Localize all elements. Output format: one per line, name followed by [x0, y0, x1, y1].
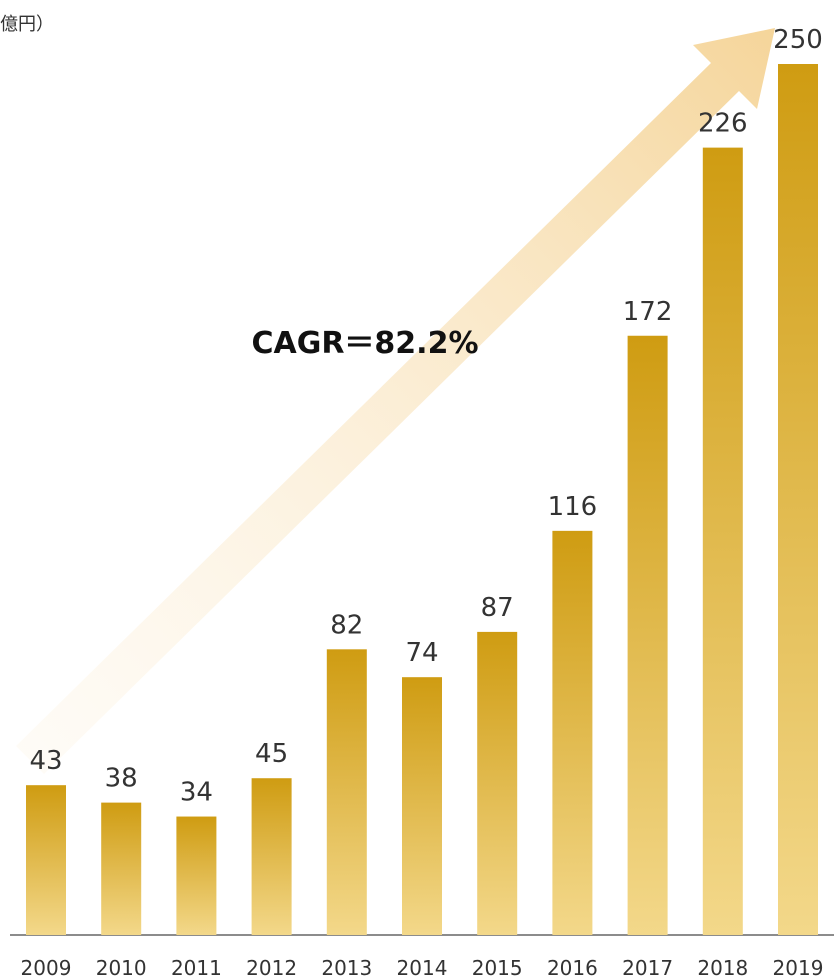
bar [326, 649, 367, 935]
x-tick-label: 2019 [773, 956, 824, 980]
trend-arrow [16, 28, 775, 774]
bar [778, 64, 818, 935]
bar [702, 147, 743, 936]
bar [402, 677, 442, 935]
value-label: 74 [405, 638, 438, 668]
cagr-annotation: CAGR＝82.2% [251, 326, 478, 361]
x-tick-label: 2009 [21, 956, 72, 980]
value-label: 43 [29, 746, 62, 776]
value-label: 226 [698, 109, 748, 139]
x-tick-label: 2013 [321, 956, 372, 980]
bar [627, 335, 668, 935]
x-tick-label: 2016 [547, 956, 598, 980]
x-tick-label: 2014 [397, 956, 448, 980]
x-tick-label: 2017 [622, 956, 673, 980]
unit-label: 億円） [0, 14, 54, 35]
value-label: 45 [255, 739, 288, 769]
bar [101, 802, 142, 935]
bar [552, 530, 593, 935]
bar [26, 785, 66, 935]
bar [477, 631, 518, 935]
value-label: 250 [773, 25, 823, 55]
x-tick-label: 2015 [472, 956, 523, 980]
value-label: 116 [548, 492, 598, 522]
x-tick-label: 2011 [171, 956, 222, 980]
value-label: 172 [623, 297, 673, 327]
x-tick-label: 2012 [246, 956, 297, 980]
bar [251, 778, 292, 935]
value-label: 82 [330, 610, 363, 640]
value-label: 38 [105, 764, 138, 794]
x-tick-label: 2010 [96, 956, 147, 980]
x-tick-label: 2018 [697, 956, 748, 980]
value-label: 34 [180, 778, 213, 808]
value-label: 87 [481, 593, 514, 623]
bar [176, 816, 217, 935]
